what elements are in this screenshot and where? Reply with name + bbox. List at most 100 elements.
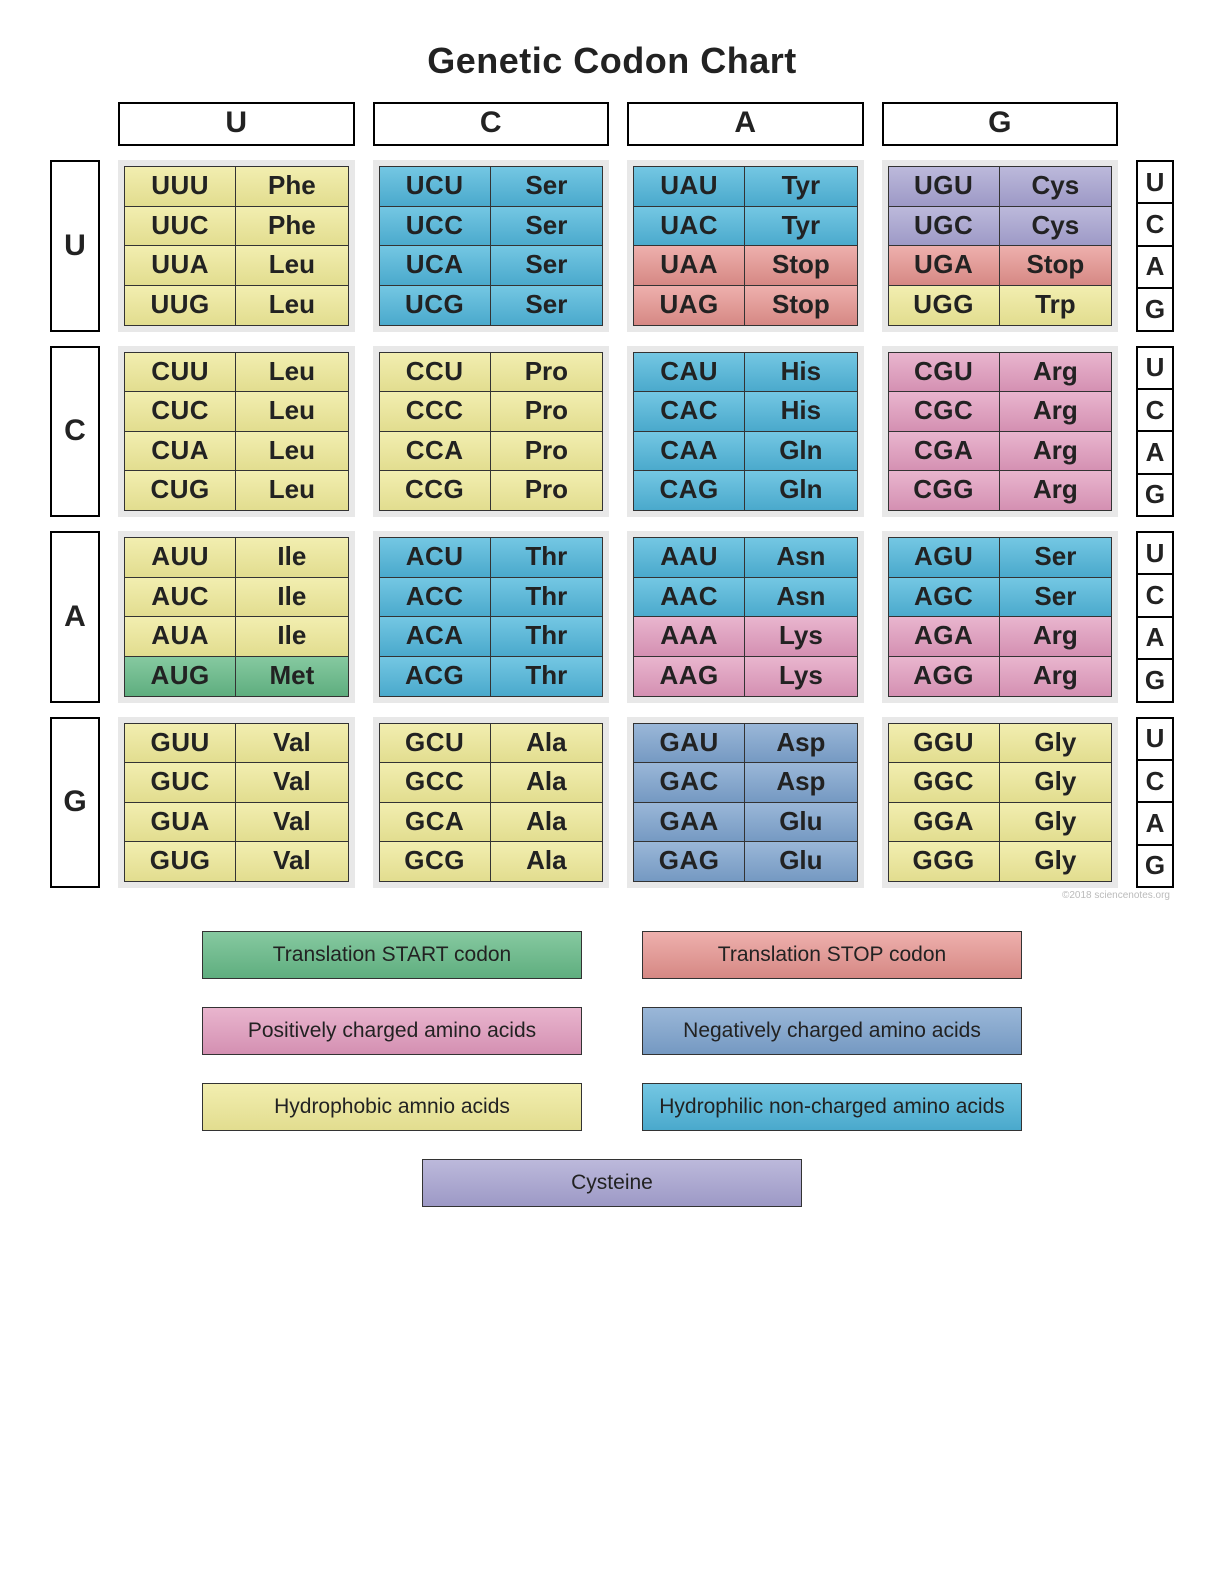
codon-row: UCCSer bbox=[379, 206, 604, 247]
codon-triplet: GAG bbox=[634, 842, 745, 881]
codon-block: GCUAlaGCCAlaGCAAlaGCGAla bbox=[373, 717, 610, 889]
amino-acid: Tyr bbox=[745, 167, 856, 206]
codon-row: CUULeu bbox=[124, 352, 349, 393]
codon-triplet: AGU bbox=[889, 538, 1000, 577]
third-base-column: UCAG bbox=[1136, 160, 1174, 332]
amino-acid: Arg bbox=[1000, 353, 1111, 392]
codon-row: UCASer bbox=[379, 245, 604, 286]
third-base-cell: G bbox=[1136, 844, 1174, 888]
third-base-cell: U bbox=[1136, 531, 1174, 575]
codon-row: AUCIle bbox=[124, 577, 349, 618]
amino-acid: Asp bbox=[745, 763, 856, 802]
codon-row: CGAArg bbox=[888, 431, 1113, 472]
amino-acid: Stop bbox=[745, 286, 856, 325]
codon-row: GGGGly bbox=[888, 841, 1113, 882]
amino-acid: Pro bbox=[491, 471, 602, 510]
amino-acid: Ser bbox=[491, 167, 602, 206]
codon-triplet: AAC bbox=[634, 578, 745, 617]
codon-triplet: UGU bbox=[889, 167, 1000, 206]
third-base-cell: U bbox=[1136, 160, 1174, 204]
amino-acid: Leu bbox=[236, 353, 347, 392]
amino-acid: Met bbox=[236, 657, 347, 696]
codon-triplet: GUU bbox=[125, 724, 236, 763]
third-base-cell: C bbox=[1136, 759, 1174, 803]
codon-row: ACCThr bbox=[379, 577, 604, 618]
codon-block: CAUHisCACHisCAAGlnCAGGln bbox=[627, 346, 864, 518]
codon-block: GUUValGUCValGUAValGUGVal bbox=[118, 717, 355, 889]
amino-acid: Phe bbox=[236, 167, 347, 206]
row-header: U bbox=[50, 160, 100, 332]
amino-acid: Ser bbox=[491, 207, 602, 246]
codon-row: CCAPro bbox=[379, 431, 604, 472]
codon-row: UAGStop bbox=[633, 285, 858, 326]
amino-acid: Val bbox=[236, 724, 347, 763]
amino-acid: Leu bbox=[236, 432, 347, 471]
codon-row: UUCPhe bbox=[124, 206, 349, 247]
third-base-cell: A bbox=[1136, 430, 1174, 474]
legend-item: Negatively charged amino acids bbox=[642, 1007, 1022, 1055]
amino-acid: Cys bbox=[1000, 207, 1111, 246]
amino-acid: Ile bbox=[236, 617, 347, 656]
codon-triplet: GGG bbox=[889, 842, 1000, 881]
codon-triplet: GUA bbox=[125, 803, 236, 842]
amino-acid: Arg bbox=[1000, 657, 1111, 696]
codon-block: AGUSerAGCSerAGAArgAGGArg bbox=[882, 531, 1119, 703]
codon-row: AUUIle bbox=[124, 537, 349, 578]
amino-acid: Gly bbox=[1000, 763, 1111, 802]
codon-triplet: CGU bbox=[889, 353, 1000, 392]
codon-row: CCGPro bbox=[379, 470, 604, 511]
codon-triplet: CUU bbox=[125, 353, 236, 392]
codon-row: CUALeu bbox=[124, 431, 349, 472]
amino-acid: His bbox=[745, 353, 856, 392]
codon-triplet: GAU bbox=[634, 724, 745, 763]
third-base-cell: U bbox=[1136, 346, 1174, 390]
codon-row: UGAStop bbox=[888, 245, 1113, 286]
codon-row: GAUAsp bbox=[633, 723, 858, 764]
codon-block: CCUProCCCProCCAProCCGPro bbox=[373, 346, 610, 518]
codon-row: AUGMet bbox=[124, 656, 349, 697]
codon-row: UGGTrp bbox=[888, 285, 1113, 326]
amino-acid: Ser bbox=[1000, 538, 1111, 577]
amino-acid: Pro bbox=[491, 392, 602, 431]
codon-triplet: UUG bbox=[125, 286, 236, 325]
amino-acid: Cys bbox=[1000, 167, 1111, 206]
amino-acid: Thr bbox=[491, 578, 602, 617]
codon-row: UUUPhe bbox=[124, 166, 349, 207]
codon-triplet: AAG bbox=[634, 657, 745, 696]
codon-triplet: UAU bbox=[634, 167, 745, 206]
codon-triplet: ACG bbox=[380, 657, 491, 696]
col-header: U bbox=[118, 102, 355, 146]
third-base-cell: U bbox=[1136, 717, 1174, 761]
codon-row: GUAVal bbox=[124, 802, 349, 843]
codon-row: GGUGly bbox=[888, 723, 1113, 764]
legend-item: Translation START codon bbox=[202, 931, 582, 979]
codon-row: GCGAla bbox=[379, 841, 604, 882]
codon-row: UGCCys bbox=[888, 206, 1113, 247]
codon-row: GCCAla bbox=[379, 762, 604, 803]
amino-acid: Phe bbox=[236, 207, 347, 246]
codon-triplet: ACA bbox=[380, 617, 491, 656]
codon-triplet: UGA bbox=[889, 246, 1000, 285]
codon-triplet: GCC bbox=[380, 763, 491, 802]
attribution-text: ©2018 sciencenotes.org bbox=[50, 890, 1170, 901]
codon-row: UUALeu bbox=[124, 245, 349, 286]
codon-row: UGUCys bbox=[888, 166, 1113, 207]
amino-acid: Pro bbox=[491, 353, 602, 392]
codon-row: CAAGln bbox=[633, 431, 858, 472]
codon-block: UGUCysUGCCysUGAStopUGGTrp bbox=[882, 160, 1119, 332]
amino-acid: Gly bbox=[1000, 724, 1111, 763]
amino-acid: Ser bbox=[491, 286, 602, 325]
codon-row: AGAArg bbox=[888, 616, 1113, 657]
codon-triplet: CCC bbox=[380, 392, 491, 431]
chart-title: Genetic Codon Chart bbox=[50, 40, 1174, 82]
amino-acid: Arg bbox=[1000, 617, 1111, 656]
amino-acid: Thr bbox=[491, 657, 602, 696]
amino-acid: Asp bbox=[745, 724, 856, 763]
codon-row: GGCGly bbox=[888, 762, 1113, 803]
codon-row: AAUAsn bbox=[633, 537, 858, 578]
amino-acid: Tyr bbox=[745, 207, 856, 246]
codon-triplet: UCA bbox=[380, 246, 491, 285]
amino-acid: Asn bbox=[745, 578, 856, 617]
codon-triplet: ACC bbox=[380, 578, 491, 617]
amino-acid: Ser bbox=[1000, 578, 1111, 617]
